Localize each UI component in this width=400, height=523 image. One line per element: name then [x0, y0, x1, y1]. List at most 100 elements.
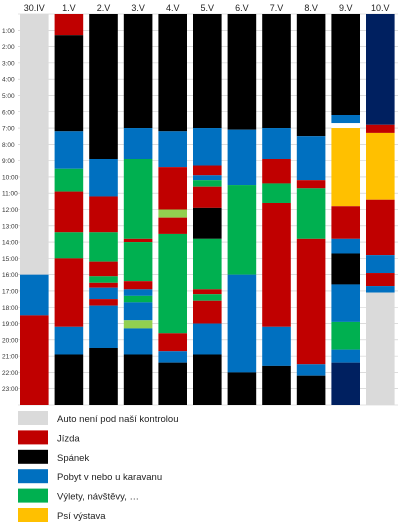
day-label: 9.V [339, 3, 353, 13]
segment-driving [158, 167, 187, 210]
day-column [193, 14, 222, 405]
segment-light_green [158, 209, 187, 218]
segment-sleep [158, 362, 187, 405]
day-column [227, 14, 257, 405]
segment-stay [262, 128, 291, 159]
segment-stay [296, 364, 326, 376]
segment-driving [89, 196, 118, 233]
hour-label: 4:00 [2, 77, 15, 84]
hour-label: 16:00 [2, 272, 19, 279]
hour-label: 19:00 [2, 321, 19, 328]
segment-driving [262, 202, 291, 327]
segment-not_controlled [366, 292, 395, 405]
segment-navy [366, 14, 395, 125]
segment-stay [331, 349, 360, 363]
segment-driving [89, 282, 118, 288]
day-column [20, 14, 49, 405]
hour-label: 12:00 [2, 207, 19, 214]
segment-sleep [89, 347, 118, 405]
segment-stay [331, 238, 360, 254]
legend-swatch [18, 430, 48, 445]
segment-white [331, 123, 360, 129]
hour-label: 11:00 [2, 191, 18, 198]
day-label: 30.IV [24, 3, 45, 13]
day-column [296, 14, 326, 405]
day-label: 5.V [201, 3, 215, 13]
segment-sleep [227, 372, 257, 405]
segment-sleep [123, 354, 153, 405]
segment-sleep [331, 253, 360, 285]
day-column [158, 14, 187, 405]
hour-axis: 1:00 2:00 3:00 4:00 5:00 6:00 7:00 8:00 9:00 10:0… [2, 28, 19, 393]
hour-label: 9:00 [2, 158, 15, 165]
segment-dog_show [366, 132, 395, 200]
segment-sleep [262, 14, 291, 129]
segment-stay [227, 274, 257, 373]
day-column [331, 14, 360, 405]
hour-label: 2:00 [2, 44, 15, 51]
day-column [89, 14, 118, 405]
day-column [366, 14, 395, 405]
segment-trips [262, 183, 291, 203]
segment-stay [296, 136, 326, 181]
segment-driving [193, 300, 222, 324]
hour-label: 15:00 [2, 256, 19, 263]
segment-stay [89, 287, 118, 300]
day-column [54, 14, 84, 405]
legend: Auto není pod naší kontrolou Jízda Spánek P… [18, 411, 178, 522]
day-columns [20, 14, 395, 405]
segment-not_controlled [20, 14, 49, 275]
day-label: 3.V [131, 3, 145, 13]
segment-driving [331, 206, 360, 239]
day-label: 4.V [166, 3, 180, 13]
segment-stay [331, 284, 360, 322]
legend-label: Psí výstava [57, 511, 106, 522]
segment-sleep [193, 354, 222, 405]
day-column [262, 14, 291, 405]
segment-stay [123, 128, 153, 159]
segment-navy [331, 362, 360, 405]
day-label: 2.V [97, 3, 111, 13]
day-label: 7.V [270, 3, 284, 13]
segment-driving [158, 333, 187, 352]
segment-stay [89, 305, 118, 348]
segment-stay [123, 328, 153, 355]
segment-trips [123, 295, 153, 303]
segment-trips [296, 188, 326, 239]
segment-driving [296, 180, 326, 189]
segment-dog_show [331, 128, 360, 207]
segment-trips [158, 233, 187, 334]
segment-driving [158, 217, 187, 234]
hour-label: 18:00 [2, 305, 19, 312]
day-label: 6.V [235, 3, 249, 13]
segment-driving [54, 14, 84, 36]
segment-driving [262, 158, 291, 184]
legend-item: Pobyt v nebo u karavanu [18, 469, 162, 484]
hour-label: 5:00 [2, 93, 15, 100]
day-label: 1.V [62, 3, 76, 13]
legend-item: Psí výstava [18, 508, 106, 522]
segment-stay [20, 274, 49, 316]
segment-stay [193, 323, 222, 355]
segment-stay [123, 302, 153, 321]
legend-swatch [18, 469, 48, 484]
segment-stay [366, 286, 395, 293]
legend-item: Auto není pod naší kontrolou [18, 411, 178, 425]
hour-label: 17:00 [2, 288, 19, 295]
segment-stay [193, 175, 222, 181]
hour-label: 22:00 [2, 370, 19, 377]
legend-swatch [18, 508, 48, 522]
segment-driving [20, 315, 49, 405]
day-axis: 30.IV 1.V 2.V 3.V 4.V 5.V 6.V 7.V 8.V 9.V 10.V [24, 3, 390, 13]
segment-trips [54, 232, 84, 259]
hour-label: 8:00 [2, 142, 15, 149]
segment-stay [331, 115, 360, 124]
segment-trips [227, 185, 257, 275]
segment-trips [123, 242, 153, 282]
segment-trips [193, 180, 222, 187]
legend-label: Pobyt v nebo u karavanu [57, 472, 162, 483]
segment-driving [193, 165, 222, 176]
hour-label: 10:00 [2, 174, 19, 181]
segment-stay [193, 128, 222, 166]
segment-sleep [296, 14, 326, 137]
